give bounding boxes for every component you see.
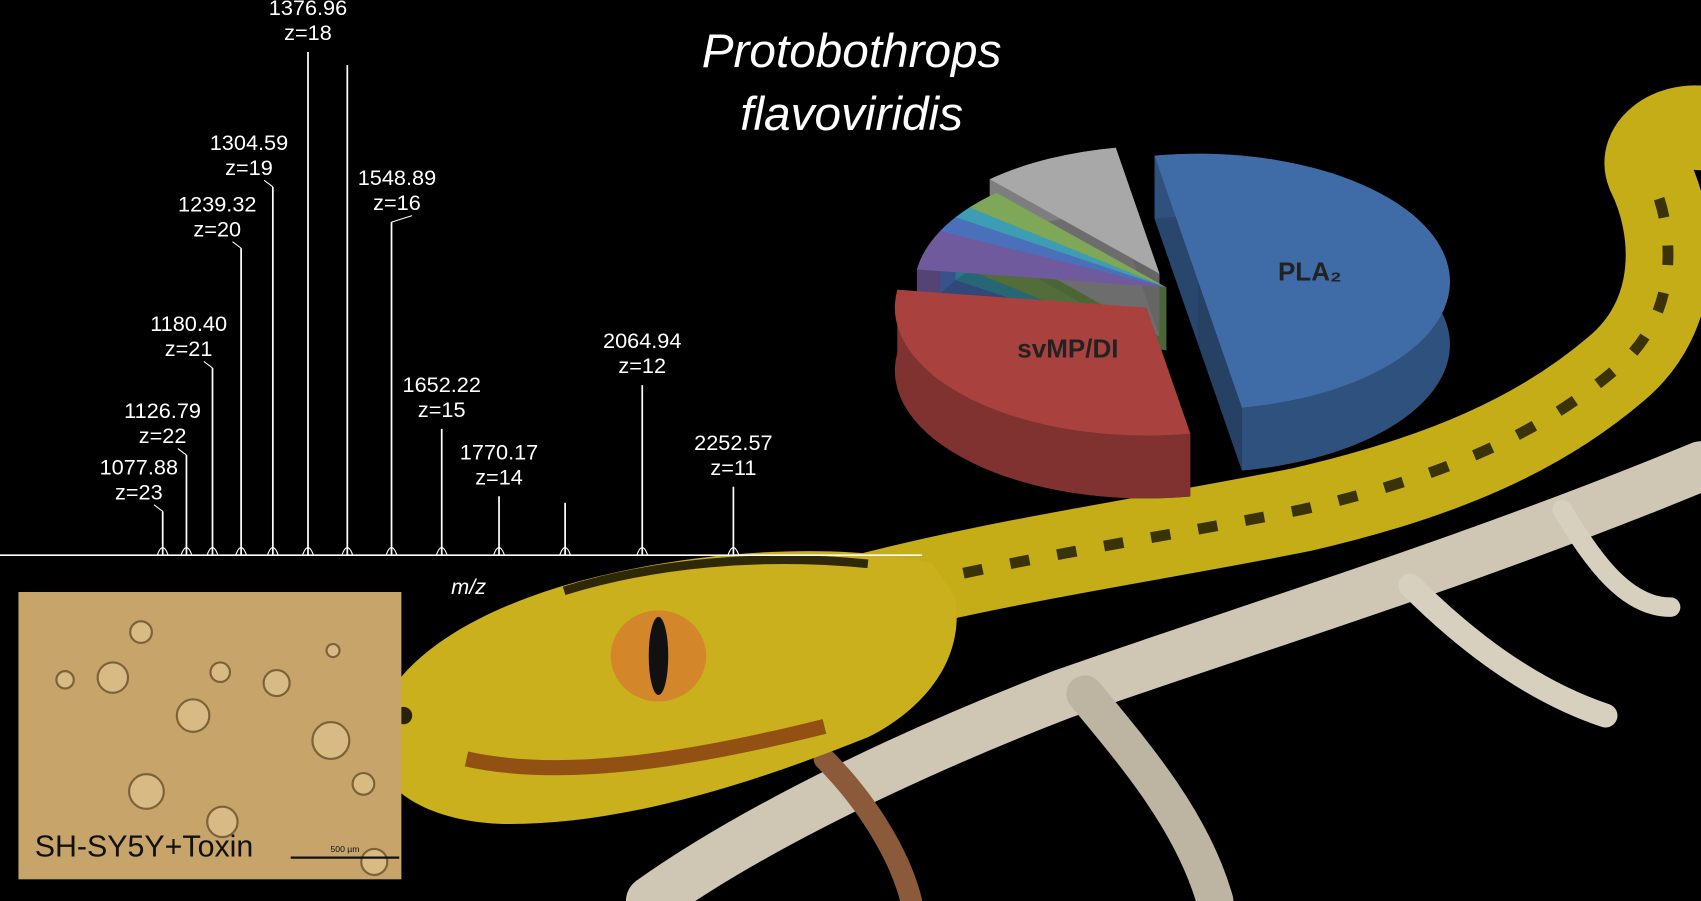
x-axis-label: m/z [451, 574, 486, 599]
peak-charge-label: z=21 [165, 336, 213, 361]
leader-line [177, 448, 187, 456]
snake-jaw [464, 719, 827, 776]
inset-caption: SH-SY5Y+Toxin [35, 831, 254, 864]
cell [128, 773, 165, 810]
pie-slice [916, 231, 1167, 288]
branch-twig [1066, 675, 1234, 901]
peak-charge-label: z=12 [618, 353, 666, 378]
peak-shoulder [385, 546, 398, 556]
cell [55, 670, 75, 690]
cell [360, 847, 389, 877]
leader-line [203, 361, 213, 369]
mass-spectrum: m/z 1077.88z=23 1126.79z=22 1180.40z=21 1239… [0, 0, 923, 599]
peak-charge-label: z=15 [418, 397, 466, 422]
cell [206, 805, 239, 839]
peak-shoulder [435, 546, 448, 556]
branch-twig [1398, 573, 1618, 728]
cell [262, 668, 291, 698]
pie-slice [939, 217, 1167, 288]
peak-mz-label: 1376.96 [269, 0, 347, 20]
peak-charge-label: z=16 [373, 190, 421, 215]
cell [96, 661, 130, 694]
peak-charge-label: z=20 [193, 216, 241, 241]
pie-slice-side [894, 289, 1191, 499]
branch-twig [813, 748, 923, 901]
microscopy-inset: SH-SY5Y+Toxin 500 µm [18, 591, 402, 880]
pie-label: PLA₂ [1278, 256, 1342, 286]
peak-shoulder [266, 546, 279, 556]
peak-charge-label: z=19 [225, 155, 273, 180]
peak-mz-label: 1770.17 [460, 439, 538, 464]
peak-mz-label: 1548.89 [358, 165, 436, 190]
peak-shoulder [341, 546, 354, 556]
snake-head-stripe [562, 555, 869, 596]
peak-mz-label: 2252.57 [694, 430, 772, 455]
leader-line [153, 504, 164, 512]
pie-chart: PLA₂ svMP/DI [894, 147, 1450, 499]
peak-shoulder [156, 546, 169, 556]
peak-charge-label: z=14 [475, 464, 523, 489]
scale-bar-label: 500 µm [330, 844, 359, 854]
peak-mz-label: 2064.94 [603, 328, 681, 353]
pie-slice [969, 192, 1167, 288]
pie-slice [1154, 153, 1450, 408]
leader-line [391, 215, 413, 223]
pie-label: svMP/DI [1017, 334, 1118, 364]
peak-mz-label: 1239.32 [178, 191, 256, 216]
cells [55, 620, 389, 877]
snake-pupil [648, 616, 669, 695]
leader-line [232, 241, 242, 249]
peak-shoulder [636, 546, 649, 556]
pie-slice-wall [1198, 281, 1242, 471]
peak-shoulder [206, 546, 219, 556]
peak-mz-label: 1126.79 [124, 398, 201, 423]
pie-slice [955, 207, 1167, 288]
pie-slice [894, 289, 1191, 436]
peak-shoulder [559, 546, 572, 556]
branch-twig [1552, 499, 1681, 617]
cell [325, 642, 341, 659]
peak-charge-label: z=22 [139, 423, 187, 448]
cell [351, 771, 376, 796]
cell [311, 721, 351, 761]
snake-pattern [822, 171, 1674, 613]
peak-mz-label: 1180.40 [150, 311, 227, 336]
peak-charge-label: z=23 [115, 479, 163, 504]
leader-line [263, 179, 274, 188]
peak-mz-label: 1652.22 [403, 372, 481, 397]
peak-shoulder [493, 546, 505, 556]
title-line: Protobothrops [702, 25, 1002, 78]
cell [209, 661, 232, 684]
branch [625, 441, 1701, 901]
peak-shoulder [727, 546, 740, 556]
charts: m/z 1077.88z=23 1126.79z=22 1180.40z=21 1239… [0, 0, 1450, 599]
title-line: flavoviridis [740, 88, 963, 141]
snake [374, 85, 1701, 825]
peak-shoulder [180, 546, 193, 556]
pie-slice [989, 147, 1160, 274]
peak-charge-label: z=18 [284, 20, 332, 45]
peak-shoulder [235, 546, 248, 556]
peak-charge-label: z=11 [710, 455, 756, 480]
peak-mz-label: 1304.59 [210, 130, 288, 155]
cell [175, 698, 211, 733]
cell [129, 620, 153, 645]
peak-mz-label: 1077.88 [100, 455, 178, 480]
peak-shoulder [302, 546, 314, 556]
